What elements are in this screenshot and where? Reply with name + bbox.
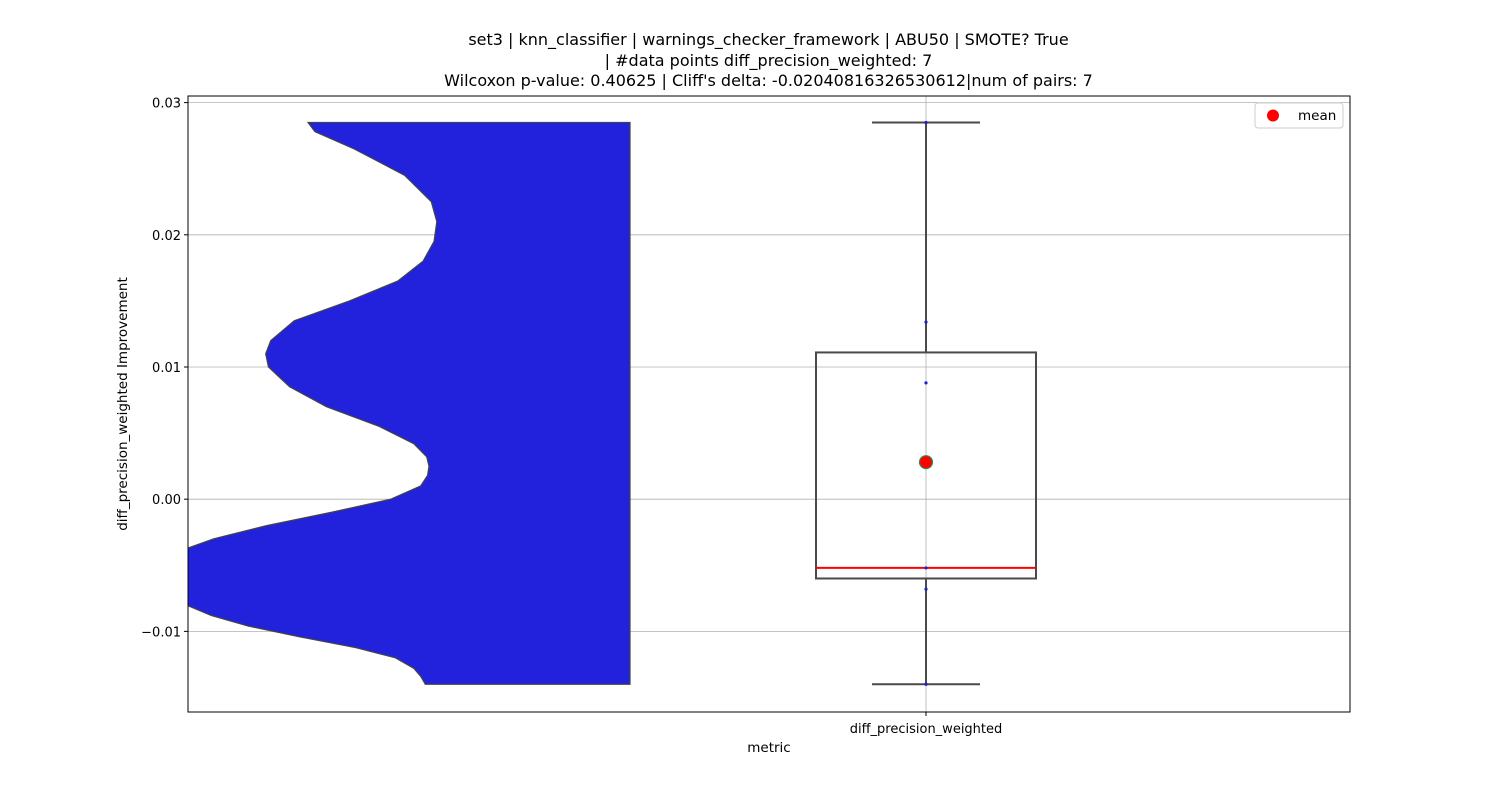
data-point [924,682,928,686]
chart-title-line-3: Wilcoxon p-value: 0.40625 | Cliff's delt… [444,71,1093,90]
data-point [924,587,928,591]
data-point [924,320,928,324]
y-tick-label: 0.03 [152,97,181,112]
legend-box [1254,102,1344,129]
chart-title-line-1: set3 | knn_classifier | warnings_checker… [468,30,1069,49]
mean-marker [918,455,934,470]
y-axis-label: diff_precision_weighted Improvement [115,277,131,531]
box-iqr [815,351,1037,580]
x-axis-label: metric [747,740,790,756]
x-tick-label: diff_precision_weighted [850,722,1003,737]
legend-mean-label: mean [1298,108,1336,124]
chart-title-line-2: | #data points diff_precision_weighted: … [604,50,933,70]
y-tick-label: −0.01 [141,625,181,640]
legend: mean [1254,102,1344,129]
chart-title: set3 | knn_classifier | warnings_checker… [0,30,1500,92]
y-tick-label: 0.00 [152,493,181,508]
violin-layer [188,121,631,685]
data-point [924,381,928,385]
points-layer [918,120,934,686]
data-point [924,566,928,570]
axes-layer: −0.01 0.00 0.01 0.02 0.03 diff_precision_weig… [141,97,1002,737]
y-tick-label: 0.01 [152,361,181,376]
legend-mean-marker [1267,109,1279,122]
y-tick-label: 0.02 [152,229,181,244]
violin-body [188,121,631,685]
plot-frame [187,95,1351,713]
data-point [924,120,928,125]
